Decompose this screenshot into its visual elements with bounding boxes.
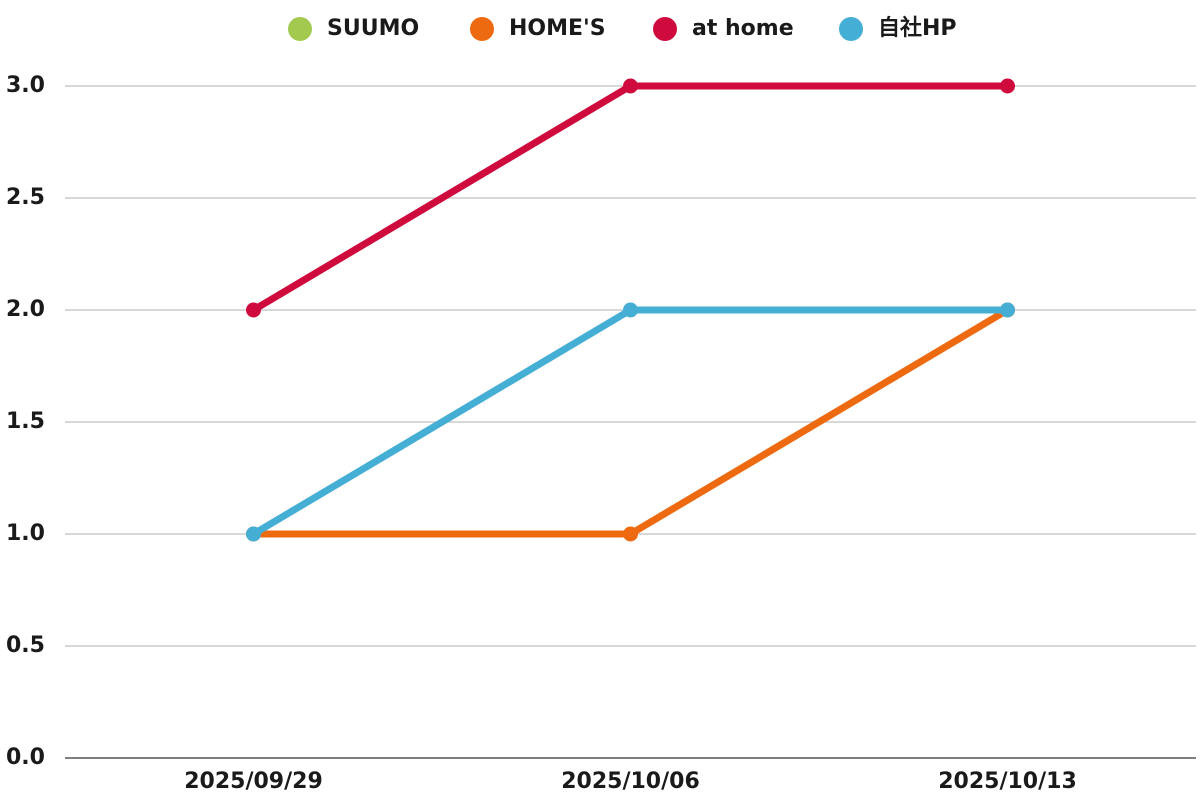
data-point xyxy=(1000,302,1015,318)
y-tick-label: 2.0 xyxy=(6,297,45,322)
data-point xyxy=(246,302,261,318)
legend-marker xyxy=(470,17,494,41)
legend-label: SUUMO xyxy=(327,16,419,41)
legend-label: HOME'S xyxy=(509,16,606,41)
legend-label: at home xyxy=(692,16,794,41)
y-tick-label: 3.0 xyxy=(6,73,45,98)
legend-marker xyxy=(839,17,863,41)
data-point xyxy=(623,78,638,94)
y-tick-label: 0.5 xyxy=(6,633,45,658)
data-point xyxy=(1000,78,1015,94)
y-tick-label: 1.5 xyxy=(6,409,45,434)
legend-marker xyxy=(653,17,677,41)
y-tick-label: 2.5 xyxy=(6,185,45,210)
y-tick-label: 1.0 xyxy=(6,521,45,546)
x-tick-label: 2025/10/13 xyxy=(938,769,1077,794)
legend-label: 自社HP xyxy=(878,15,957,41)
data-point xyxy=(623,526,638,542)
x-tick-label: 2025/09/29 xyxy=(184,769,323,794)
x-tick-label: 2025/10/06 xyxy=(561,769,700,794)
legend-marker xyxy=(288,17,312,41)
data-point xyxy=(246,526,261,542)
y-tick-label: 0.0 xyxy=(6,745,45,770)
data-point xyxy=(623,302,638,318)
